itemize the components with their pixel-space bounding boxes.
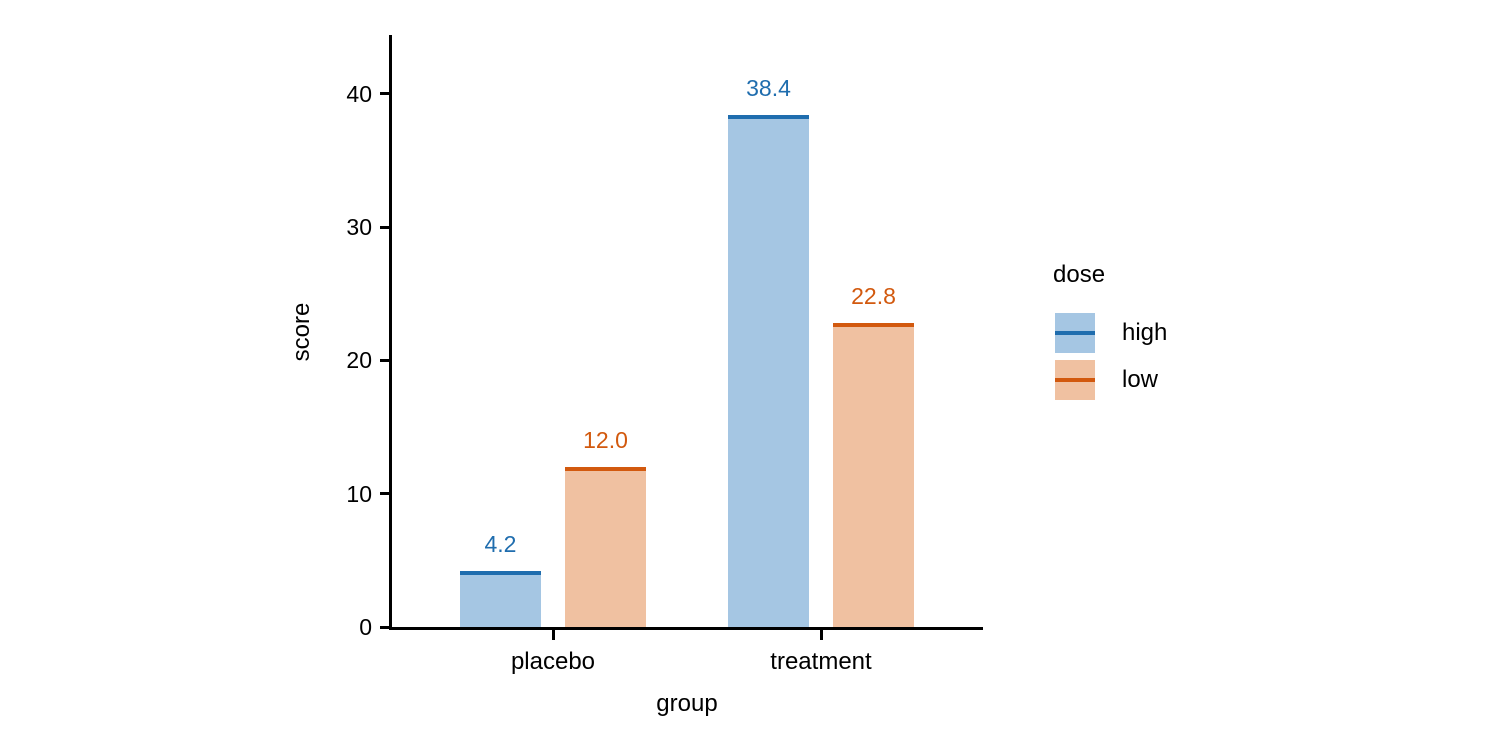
bar-treatment-high	[728, 115, 809, 627]
legend-swatch-low	[1055, 360, 1095, 400]
y-tick-label-10: 10	[346, 480, 372, 507]
x-tick-label-treatment: treatment	[770, 648, 872, 675]
y-tick-mark-30	[380, 225, 389, 229]
legend-swatch-line-high	[1055, 331, 1095, 335]
legend-item-high: high	[1055, 313, 1167, 353]
plot-area: 0 10 20 30 40 4.2 38.4 12.0 22.8 placebo treatme…	[346, 35, 983, 675]
legend-swatch-line-low	[1055, 378, 1095, 382]
bar-value-label-placebo-high: 4.2	[484, 531, 517, 557]
x-tick-label-placebo: placebo	[510, 648, 596, 675]
y-tick-mark-10	[380, 492, 389, 496]
y-tick-mark-0	[380, 625, 389, 629]
bar-placebo-high	[460, 571, 541, 627]
bar-value-label-treatment-low: 22.8	[851, 283, 896, 309]
legend-swatch-high	[1055, 313, 1095, 353]
legend-label-high: high	[1122, 319, 1168, 346]
y-tick-label-20: 20	[346, 347, 372, 374]
x-tick-mark-treatment	[819, 630, 823, 640]
x-tick-mark-placebo	[551, 630, 555, 640]
legend-title: dose	[1053, 261, 1106, 288]
x-axis-title: group	[656, 690, 718, 717]
y-tick-mark-40	[380, 92, 389, 96]
y-tick-label-30: 30	[346, 214, 372, 240]
legend-label-low: low	[1122, 366, 1159, 393]
y-tick-label-0: 0	[359, 614, 372, 640]
bar-value-label-placebo-low: 12.0	[583, 427, 628, 453]
bar-placebo-low	[565, 467, 646, 627]
y-axis-title: score	[288, 302, 315, 362]
legend-item-low: low	[1055, 360, 1158, 400]
y-tick-mark-20	[380, 358, 389, 362]
y-tick-label-40: 40	[346, 80, 372, 107]
bar-value-label-treatment-high: 38.4	[746, 75, 791, 101]
bar-treatment-low	[833, 323, 914, 627]
